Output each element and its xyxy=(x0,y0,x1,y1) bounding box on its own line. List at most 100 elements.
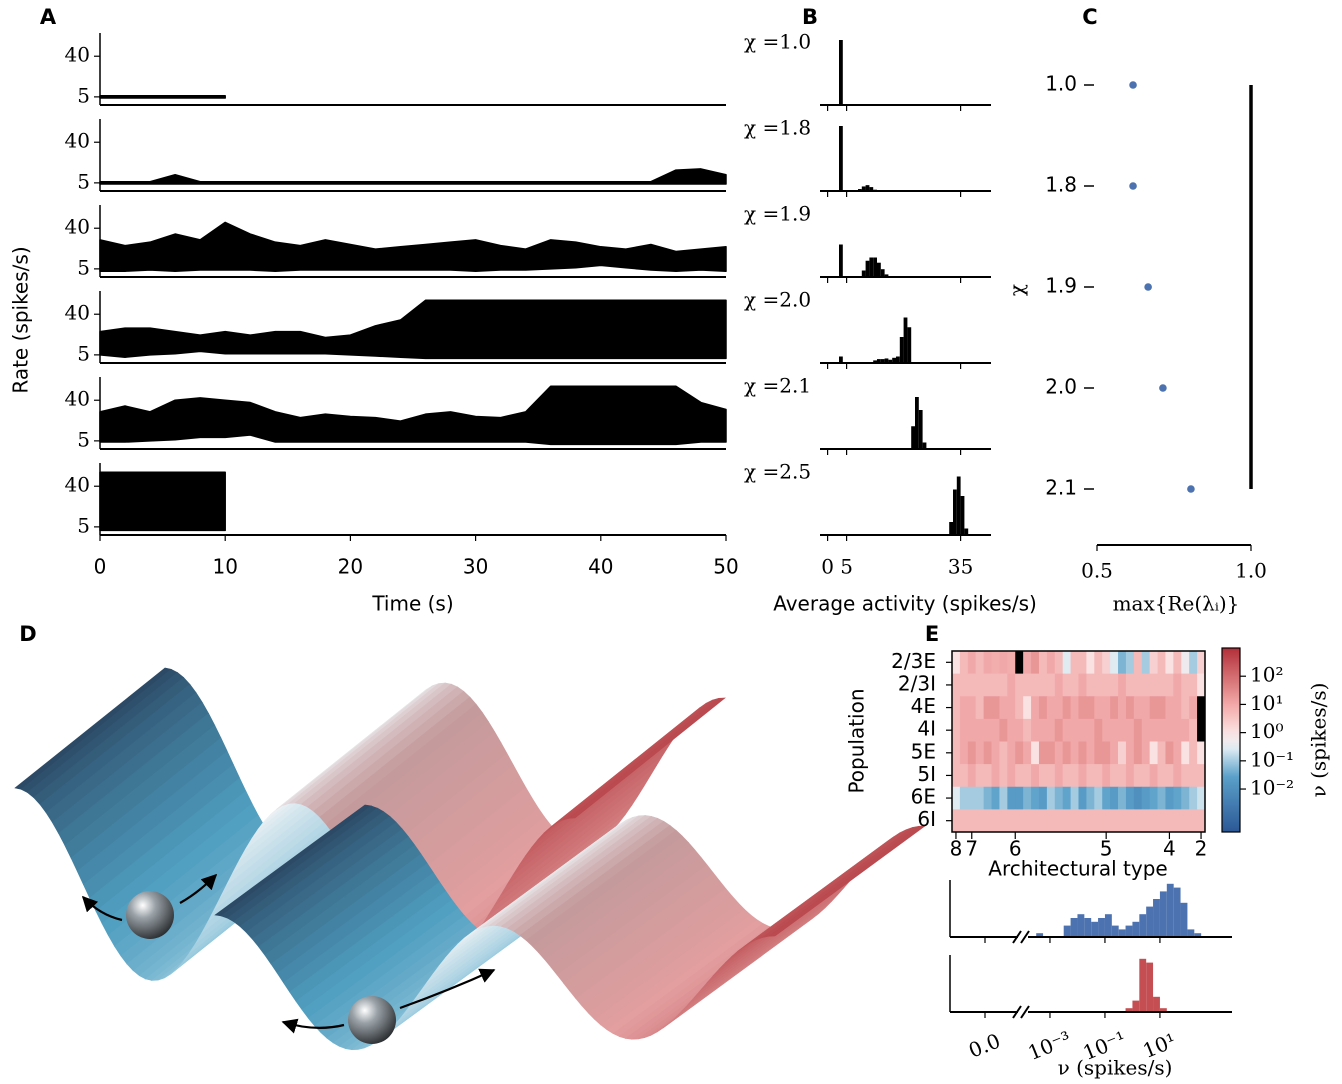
hist-bar xyxy=(1118,929,1126,937)
y-tick-label: 40 xyxy=(65,129,90,153)
subplot-title: χ =2.0 xyxy=(744,288,811,312)
heatmap-cell xyxy=(999,809,1008,833)
heatmap-cell xyxy=(1102,673,1111,697)
x-axis-label: Time (s) xyxy=(371,592,453,616)
heatmap-cell xyxy=(1197,764,1206,788)
hist-bar xyxy=(865,185,870,191)
colorbar-label: ν (spikes/s) xyxy=(1307,683,1331,798)
heatmap-cell xyxy=(1094,696,1103,720)
heatmap-cell xyxy=(1062,651,1071,675)
heatmap-cell xyxy=(1173,651,1182,675)
heatmap-cell xyxy=(1165,741,1174,765)
heatmap-cell xyxy=(1023,673,1032,697)
x-tick-label: 2 xyxy=(1195,837,1208,861)
heatmap-cell xyxy=(1125,809,1135,833)
heatmap-cell xyxy=(1054,764,1064,788)
heatmap-cell xyxy=(1141,651,1151,675)
hist-bar xyxy=(869,187,874,191)
panel-letter: D xyxy=(19,622,36,646)
hist-bar xyxy=(1159,1008,1167,1012)
hist-bar xyxy=(1132,1000,1140,1012)
heatmap-cell xyxy=(1165,809,1174,833)
heatmap-cell xyxy=(999,718,1008,742)
heatmap-cell xyxy=(1015,741,1024,765)
colorbar-tick-label: 10⁻¹ xyxy=(1250,747,1294,771)
heatmap-cell xyxy=(1054,718,1064,742)
heatmap-cell xyxy=(1189,718,1198,742)
heatmap-cell xyxy=(1133,696,1143,720)
heatmap-cell xyxy=(1007,651,1016,675)
heatmap-cell xyxy=(1125,786,1135,810)
heatmap-cell xyxy=(1133,741,1143,765)
heatmap-cell xyxy=(1102,696,1111,720)
subplot-title: χ =1.9 xyxy=(744,202,811,226)
heatmap-cell xyxy=(1023,718,1032,742)
rate-band xyxy=(99,471,226,532)
heatmap-cell xyxy=(1054,786,1064,810)
heatmap-cell xyxy=(1141,673,1151,697)
heatmap-cell xyxy=(1149,741,1158,765)
heatmap-cell xyxy=(1046,741,1056,765)
point xyxy=(1159,384,1167,392)
heatmap-cell xyxy=(1007,673,1016,697)
hist-bar xyxy=(865,260,870,277)
heatmap-cell xyxy=(1086,741,1095,765)
x-tick-label: 5 xyxy=(1100,837,1113,861)
x-tick-label: 0 xyxy=(821,555,834,579)
hist-bar xyxy=(1063,925,1071,937)
hist-bar xyxy=(1153,996,1160,1012)
hist-bar xyxy=(1173,887,1181,937)
heatmap-cell xyxy=(1141,764,1151,788)
heatmap-cell xyxy=(991,696,1000,720)
heatmap-cell xyxy=(1070,718,1079,742)
heatmap-cell xyxy=(1007,696,1016,720)
heatmap-cell xyxy=(959,741,969,765)
heatmap-cell xyxy=(1118,809,1127,833)
hist-bar xyxy=(896,356,900,363)
y-tick-label: 2.0 xyxy=(1045,375,1077,399)
heatmap-cell xyxy=(1062,696,1071,720)
panel-letter: B xyxy=(802,5,818,29)
hist-bar xyxy=(960,496,965,535)
heatmap-cell xyxy=(1189,764,1198,788)
heatmap-cell xyxy=(1118,764,1127,788)
heatmap-cell xyxy=(999,786,1008,810)
heatmap-cell xyxy=(959,718,969,742)
heatmap-cell xyxy=(1102,651,1111,675)
heatmap-cell xyxy=(1094,741,1103,765)
heatmap-cell xyxy=(1094,718,1103,742)
hist-bar xyxy=(1091,921,1099,937)
heatmap-cell xyxy=(1038,696,1048,720)
heatmap-cell xyxy=(1070,786,1079,810)
heatmap-cell xyxy=(1015,764,1024,788)
x-tick-label: 50 xyxy=(713,555,738,579)
heatmap-cell xyxy=(999,651,1008,675)
heatmap-cell xyxy=(975,651,985,675)
y-tick-label: 1.0 xyxy=(1045,72,1077,96)
hist-bar xyxy=(964,528,969,535)
x-axis-label: max{Re(λᵢ)} xyxy=(1113,592,1240,616)
heatmap-cell xyxy=(1110,673,1119,697)
hist-bar xyxy=(1159,891,1167,937)
x-tick-label: 0.5 xyxy=(1081,559,1113,583)
heatmap-cell xyxy=(983,809,992,833)
heatmap-cell xyxy=(1118,651,1127,675)
axis-break xyxy=(1012,930,1022,944)
heatmap-cell xyxy=(1054,696,1064,720)
hist-bar xyxy=(1111,925,1119,937)
hist-bar xyxy=(1166,883,1174,937)
heatmap-cell xyxy=(1038,651,1048,675)
heatmap-cell xyxy=(967,673,977,697)
heatmap-cell xyxy=(952,718,961,742)
heatmap-cell xyxy=(1141,696,1151,720)
heatmap-cell xyxy=(1046,696,1056,720)
hist-bar xyxy=(873,257,877,277)
subplot-title: χ =1.0 xyxy=(744,30,811,54)
y-tick-label: 5 xyxy=(77,255,90,279)
heatmap-cell xyxy=(952,764,961,788)
point xyxy=(1187,485,1195,493)
heatmap-cell xyxy=(1031,786,1040,810)
hist-bar xyxy=(884,274,889,277)
heatmap-cell xyxy=(952,696,961,720)
heatmap-cell xyxy=(1181,651,1190,675)
